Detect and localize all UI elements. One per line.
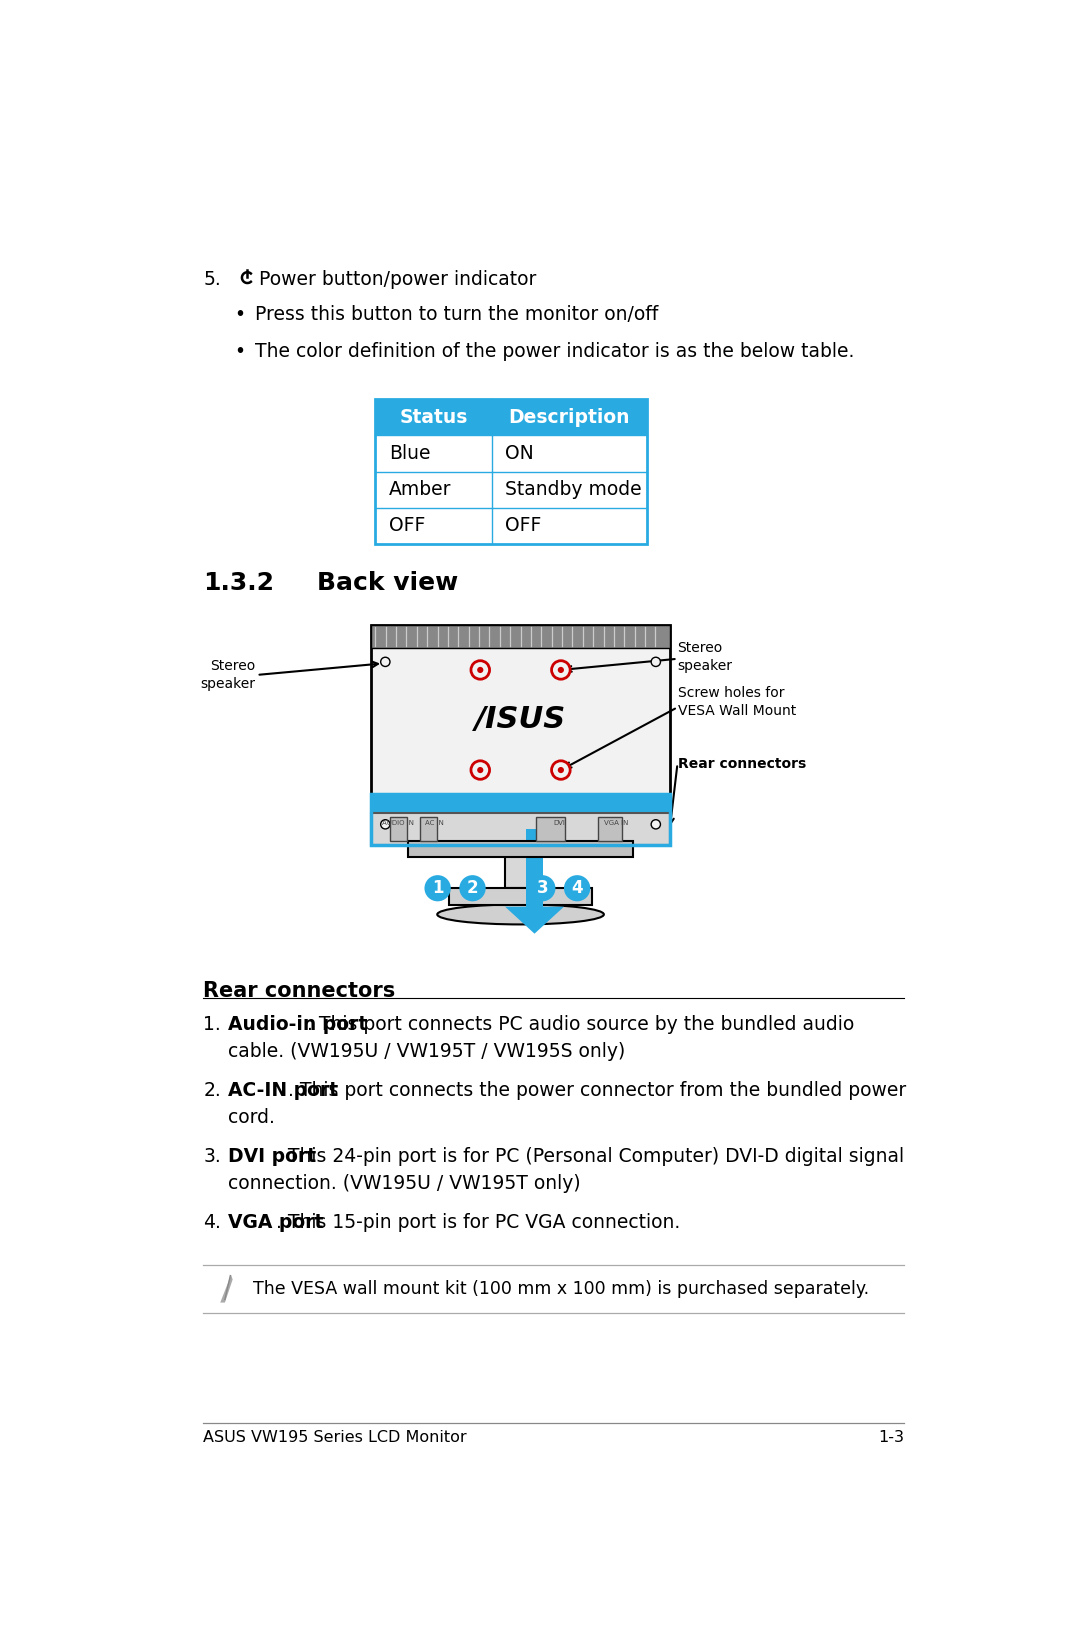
Circle shape [564, 875, 591, 901]
Text: 4: 4 [571, 879, 583, 896]
Text: OFF: OFF [505, 516, 542, 535]
Ellipse shape [437, 905, 604, 924]
Bar [390, 817, 407, 841]
Text: DVI: DVI [553, 820, 565, 827]
Text: Press this button to turn the monitor on/off: Press this button to turn the monitor on… [255, 304, 659, 324]
Text: Audio-in port: Audio-in port [228, 1015, 367, 1035]
Text: . This 24-pin port is for PC (Personal Computer) DVI-D digital signal: . This 24-pin port is for PC (Personal C… [276, 1147, 904, 1167]
Text: VGA IN: VGA IN [604, 820, 629, 827]
Text: Amber: Amber [389, 480, 451, 499]
Text: Blue: Blue [389, 444, 431, 464]
Text: ON: ON [505, 444, 535, 464]
Text: OFF: OFF [389, 516, 426, 535]
Text: 5.: 5. [203, 270, 221, 290]
Text: Standby mode: Standby mode [505, 480, 643, 499]
Bar [372, 794, 670, 844]
Text: Description: Description [509, 408, 630, 426]
Bar [449, 888, 592, 905]
Text: 1.3.2: 1.3.2 [203, 571, 274, 595]
Circle shape [477, 667, 484, 674]
Polygon shape [505, 906, 564, 934]
Bar [526, 828, 543, 906]
Circle shape [459, 875, 486, 901]
Bar [408, 841, 633, 857]
Bar [597, 817, 622, 841]
Text: AUDIO IN: AUDIO IN [382, 820, 415, 827]
Text: 1: 1 [432, 879, 444, 896]
Text: 3: 3 [537, 879, 548, 896]
Text: AC IN: AC IN [426, 820, 444, 827]
Text: Stereo
speaker: Stereo speaker [677, 641, 732, 674]
Text: VGA port: VGA port [228, 1214, 323, 1233]
Bar [505, 838, 536, 888]
Text: . This 15-pin port is for PC VGA connection.: . This 15-pin port is for PC VGA connect… [276, 1214, 680, 1233]
Bar [372, 625, 670, 648]
Text: ASUS VW195 Series LCD Monitor: ASUS VW195 Series LCD Monitor [203, 1430, 467, 1445]
Circle shape [557, 766, 564, 773]
Circle shape [477, 766, 484, 773]
Text: Rear connectors: Rear connectors [677, 757, 806, 771]
Circle shape [529, 875, 555, 901]
Polygon shape [220, 1276, 232, 1303]
Text: /ISUS: /ISUS [475, 706, 566, 734]
Text: Back view: Back view [318, 571, 458, 595]
Text: 2: 2 [467, 879, 478, 896]
Text: The color definition of the power indicator is as the below table.: The color definition of the power indica… [255, 342, 854, 361]
Text: cord.: cord. [228, 1108, 275, 1126]
Circle shape [552, 761, 570, 779]
Text: 4.: 4. [203, 1214, 221, 1233]
Text: 1.: 1. [203, 1015, 221, 1035]
Text: . This port connects the power connector from the bundled power: . This port connects the power connector… [288, 1082, 907, 1100]
Bar [375, 508, 647, 543]
Circle shape [380, 820, 390, 828]
Text: Status: Status [400, 408, 468, 426]
Bar [419, 817, 436, 841]
Text: •: • [234, 342, 245, 361]
Bar [536, 817, 565, 841]
Circle shape [557, 667, 564, 674]
Text: 3.: 3. [203, 1147, 221, 1167]
Bar [372, 794, 670, 814]
Circle shape [471, 661, 489, 678]
Text: AC-IN port: AC-IN port [228, 1082, 338, 1100]
Text: connection. (VW195U / VW195T only): connection. (VW195U / VW195T only) [228, 1173, 581, 1193]
Circle shape [380, 657, 390, 667]
Text: DVI port: DVI port [228, 1147, 316, 1167]
Text: Screw holes for
VESA Wall Mount: Screw holes for VESA Wall Mount [677, 685, 796, 718]
Bar [372, 625, 670, 838]
Circle shape [552, 661, 570, 678]
Text: . This port connects PC audio source by the bundled audio: . This port connects PC audio source by … [307, 1015, 854, 1035]
Circle shape [651, 657, 661, 667]
Text: 2.: 2. [203, 1082, 221, 1100]
Bar [372, 814, 670, 844]
Text: cable. (VW195U / VW195T / VW195S only): cable. (VW195U / VW195T / VW195S only) [228, 1041, 625, 1061]
Bar [375, 399, 647, 436]
Text: 1-3: 1-3 [878, 1430, 904, 1445]
Bar [375, 399, 647, 543]
Text: Power button/power indicator: Power button/power indicator [259, 270, 537, 290]
Circle shape [651, 820, 661, 828]
Circle shape [471, 761, 489, 779]
Bar [375, 436, 647, 472]
Text: Stereo
speaker: Stereo speaker [200, 659, 255, 691]
Text: Rear connectors: Rear connectors [203, 981, 395, 1001]
Text: •: • [234, 304, 245, 324]
Bar [375, 472, 647, 508]
Circle shape [424, 875, 450, 901]
Text: The VESA wall mount kit (100 mm x 100 mm) is purchased separately.: The VESA wall mount kit (100 mm x 100 mm… [253, 1280, 869, 1298]
